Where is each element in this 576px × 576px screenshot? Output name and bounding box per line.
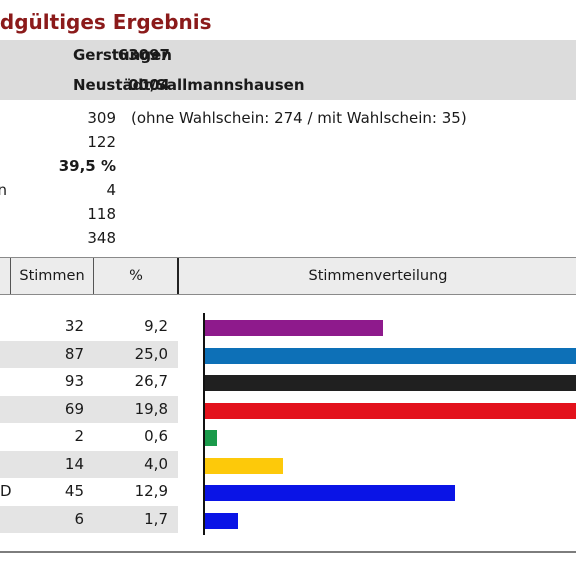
chart-axis: [203, 313, 205, 535]
bezirk-code: 0004: [128, 76, 170, 94]
row-cells: 14 4,0: [0, 450, 178, 478]
stat-note: (ohne Wahlschein: 274 / mit Wahlschein: …: [131, 109, 467, 127]
row-cells: 69 19,8: [0, 395, 178, 423]
party-percent: 25,0: [134, 344, 168, 363]
column-header-stimmen: Stimmen: [19, 268, 85, 284]
row-cells: 93 26,7: [0, 368, 178, 395]
bezirk-row: 0004 Neustädt/Sallmannshausen: [0, 70, 576, 100]
stat-value: 348: [87, 229, 116, 247]
column-divider: [177, 258, 179, 294]
vote-share-bar: [205, 485, 456, 501]
vote-share-bar: [205, 375, 576, 391]
gemeinde-code: 63097: [117, 46, 170, 64]
row-cells: 2 0,6: [0, 423, 178, 450]
stat-row: 122: [0, 130, 576, 154]
stat-value: 4: [106, 181, 116, 199]
row-cells: 6 1,7: [0, 505, 178, 533]
party-percent: 1,7: [144, 509, 168, 528]
vote-share-bar: [205, 402, 576, 419]
party-percent: 19,8: [134, 399, 168, 418]
vote-share-bar: [205, 347, 576, 364]
page-title: Endgültiges Ergebnis: [0, 8, 576, 36]
stat-label: n: [0, 181, 7, 199]
party-percent: 26,7: [134, 372, 168, 390]
column-divider: [93, 258, 94, 294]
stat-row-waehler: 309 (ohne Wahlschein: 274 / mit Wahlsche…: [0, 106, 576, 130]
gemeinde-row: 63097 Gerstungen: [0, 40, 576, 70]
vote-share-bar: [205, 320, 384, 336]
bezirk-name: Neustädt/Sallmannshausen: [73, 76, 305, 94]
party-percent: 9,2: [144, 317, 168, 335]
party-votes: 45: [64, 482, 84, 500]
stat-value: 39,5 %: [58, 157, 116, 175]
stat-value: 118: [87, 205, 116, 223]
table-header: Stimmen % Stimmenverteilung: [0, 257, 576, 295]
party-percent: 12,9: [134, 482, 168, 500]
page-title-text: Endgültiges Ergebnis: [0, 10, 212, 34]
vote-share-bar: [205, 430, 217, 446]
column-divider: [10, 258, 11, 294]
row-cells: 87 25,0: [0, 340, 178, 368]
party-votes: 32: [64, 317, 84, 335]
party-votes: 14: [64, 454, 84, 473]
party-votes: 93: [64, 372, 84, 390]
stat-row: 118: [0, 202, 576, 226]
party-votes: 6: [74, 509, 84, 528]
stat-value: 122: [87, 133, 116, 151]
column-header-prozent: %: [129, 268, 143, 284]
row-cells: D 45 12,9: [0, 478, 178, 505]
column-header-verteilung: Stimmenverteilung: [308, 268, 448, 284]
party-votes: 2: [74, 427, 84, 445]
party-votes: 87: [64, 344, 84, 363]
stat-value: 309: [87, 109, 116, 127]
party-votes: 69: [64, 399, 84, 418]
stat-row: 348: [0, 226, 576, 250]
table-footer-line: [0, 551, 576, 553]
vote-share-bar: [205, 457, 283, 474]
party-percent: 4,0: [144, 454, 168, 473]
party-name: D: [0, 482, 12, 500]
party-percent: 0,6: [144, 427, 168, 445]
vote-share-bar: [205, 512, 238, 529]
stat-row-beteiligung: 39,5 %: [0, 154, 576, 178]
row-cells: 32 9,2: [0, 313, 178, 340]
gemeinde-name: Gerstungen: [73, 46, 172, 64]
stat-row: n 4: [0, 178, 576, 202]
